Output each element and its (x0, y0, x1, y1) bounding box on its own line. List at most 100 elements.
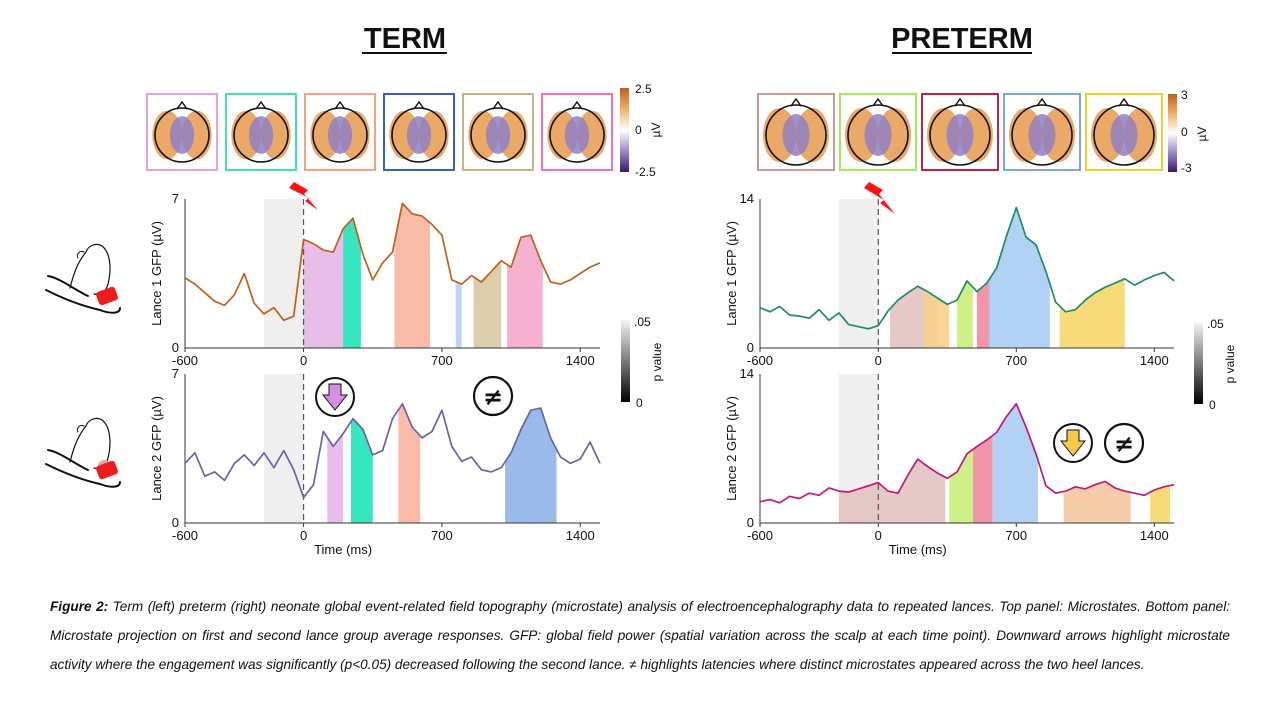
microstate-window-3 (398, 404, 421, 523)
y-tick-label: 0 (747, 515, 754, 530)
scalp-outline (765, 104, 827, 166)
x-tick-label: -600 (172, 528, 198, 543)
microstate-map-3 (304, 93, 376, 171)
microstate-window-6 (1059, 278, 1125, 348)
nose-icon (872, 97, 884, 107)
term-colorbar-mid: 0 (635, 123, 642, 137)
preterm-colorbar-unit: µV (1195, 127, 1209, 142)
microstate-window-2 (343, 218, 361, 348)
nose-icon (1036, 97, 1048, 107)
microstate-window-3 (394, 204, 431, 348)
negative-lobe (864, 114, 892, 156)
negative-lobe (564, 116, 590, 154)
microstate-window-2 (949, 449, 973, 523)
baseline-window (838, 199, 879, 348)
negative-lobe (1110, 114, 1138, 156)
term-microstate-maps (146, 93, 613, 171)
baseline-window (264, 199, 304, 348)
scalp-outline (391, 107, 447, 163)
heel-lance-1-illustration-icon (45, 243, 121, 314)
preterm-downward-arrow-icon (1053, 423, 1093, 463)
term-colorbar-min: -2.5 (635, 165, 656, 179)
x-tick-label: 1400 (566, 528, 595, 543)
microstate-window-2 (923, 289, 950, 348)
x-axis-label: Time (ms) (314, 542, 372, 557)
negative-lobe (406, 116, 432, 154)
microstate-window-1 (838, 459, 946, 523)
microstate-map-3 (921, 93, 999, 171)
scalp-outline (312, 107, 368, 163)
nose-icon (1118, 97, 1130, 107)
gfp-series-line (184, 402, 601, 499)
microstate-window-5 (988, 208, 1050, 348)
y-tick-label: 14 (740, 366, 754, 381)
microstate-window-5 (1063, 481, 1131, 523)
x-tick-label: 700 (1005, 353, 1027, 368)
gfp-series-line (184, 202, 601, 322)
negative-lobe (946, 114, 974, 156)
x-tick-label: 1400 (1140, 528, 1169, 543)
negative-lobe (248, 116, 274, 154)
term-pvalue-bar: .05 0 p value (621, 315, 664, 410)
microstate-map-5 (1085, 93, 1163, 171)
x-axis-label: Time (ms) (889, 542, 947, 557)
term-colorbar: 2.5 0 -2.5 µV (620, 82, 663, 179)
nose-icon (790, 97, 802, 107)
gfp-series-line (759, 206, 1175, 330)
y-axis-label: Lance 1 GFP (µV) (724, 221, 739, 326)
x-tick-label: -600 (172, 353, 198, 368)
x-tick-label: 0 (875, 528, 882, 543)
term-colorbar-max: 2.5 (635, 82, 652, 96)
scalp-outline (1093, 104, 1155, 166)
x-tick-label: 1400 (1140, 353, 1169, 368)
preterm-distinct-symbol: ≠ (1114, 430, 1134, 458)
term-title: TERM (364, 23, 446, 55)
microstate-window-3 (957, 280, 973, 348)
term-pvalue-top: .05 (634, 315, 651, 329)
term-pvalue-bottom: 0 (636, 396, 643, 410)
y-axis-label: Lance 2 GFP (µV) (724, 396, 739, 501)
microstate-window-4 (505, 408, 557, 523)
x-tick-label: -600 (747, 528, 773, 543)
preterm-colorbar-max: 3 (1181, 88, 1188, 102)
nose-icon (954, 97, 966, 107)
microstate-map-4 (383, 93, 455, 171)
y-tick-label: 0 (172, 340, 179, 355)
x-tick-label: 1400 (566, 353, 595, 368)
negative-lobe (169, 116, 195, 154)
scalp-outline (233, 107, 289, 163)
preterm-pvalue-title: p value (1223, 344, 1237, 383)
scalp-outline (154, 107, 210, 163)
microstate-map-6 (541, 93, 613, 171)
preterm-microstate-maps (757, 93, 1163, 171)
preterm-pvalue-gradient (1194, 322, 1203, 404)
microstate-map-4 (1003, 93, 1081, 171)
term-downward-arrow-icon (315, 377, 355, 417)
negative-lobe (1028, 114, 1056, 156)
preterm-colorbar-min: -3 (1181, 161, 1192, 175)
nose-icon (492, 100, 504, 110)
nose-icon (255, 100, 267, 110)
microstate-map-2 (839, 93, 917, 171)
y-tick-label: 7 (172, 191, 179, 206)
y-axis-label: Lance 2 GFP (µV) (149, 396, 164, 501)
term-colorbar-unit: µV (649, 123, 663, 138)
preterm-colorbar-mid: 0 (1181, 125, 1188, 139)
preterm-pvalue-top: .05 (1207, 317, 1224, 331)
microstate-window-2 (351, 418, 373, 523)
microstate-window-5 (473, 260, 502, 348)
microstate-window-1 (327, 433, 344, 523)
nose-icon (571, 100, 583, 110)
microstate-map-5 (462, 93, 534, 171)
caption-label: Figure 2: (50, 599, 109, 614)
negative-lobe (327, 116, 353, 154)
microstate-map-2 (225, 93, 297, 171)
nose-icon (413, 100, 425, 110)
scalp-outline (929, 104, 991, 166)
x-tick-label: 700 (431, 353, 453, 368)
microstate-window-4 (455, 281, 462, 348)
scalp-outline (549, 107, 605, 163)
preterm-pvalue-bar: .05 0 p value (1194, 317, 1237, 412)
